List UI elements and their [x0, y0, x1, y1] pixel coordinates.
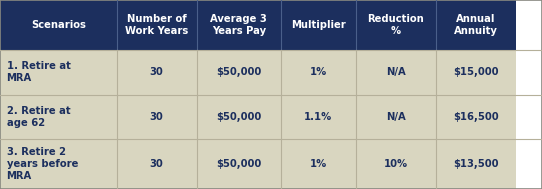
Bar	[356, 94, 436, 139]
Bar	[281, 139, 356, 189]
Text: $50,000: $50,000	[216, 159, 261, 169]
Text: 30: 30	[150, 159, 164, 169]
Text: Multiplier: Multiplier	[291, 20, 346, 30]
Text: $16,500: $16,500	[453, 112, 499, 122]
Text: 1%: 1%	[309, 159, 327, 169]
Bar	[117, 0, 197, 50]
Text: $50,000: $50,000	[216, 112, 261, 122]
Bar	[197, 50, 281, 94]
Text: N/A: N/A	[386, 67, 405, 77]
Bar	[117, 50, 197, 94]
Bar	[117, 139, 197, 189]
Text: Number of
Work Years: Number of Work Years	[125, 14, 188, 36]
Text: 3. Retire 2
years before
MRA: 3. Retire 2 years before MRA	[7, 146, 78, 181]
Bar	[0, 50, 117, 94]
Text: $15,000: $15,000	[453, 67, 499, 77]
Text: 2. Retire at
age 62: 2. Retire at age 62	[7, 105, 70, 128]
Text: N/A: N/A	[386, 112, 405, 122]
Bar	[281, 50, 356, 94]
Bar	[436, 50, 516, 94]
Text: $13,500: $13,500	[453, 159, 499, 169]
Text: 10%: 10%	[384, 159, 408, 169]
Bar	[356, 139, 436, 189]
Bar	[197, 94, 281, 139]
Bar	[436, 0, 516, 50]
Bar	[0, 139, 117, 189]
Bar	[436, 139, 516, 189]
Bar	[281, 94, 356, 139]
Bar	[117, 94, 197, 139]
Text: 30: 30	[150, 112, 164, 122]
Text: 1.1%: 1.1%	[304, 112, 332, 122]
Bar	[281, 0, 356, 50]
Text: 30: 30	[150, 67, 164, 77]
Text: Annual
Annuity: Annual Annuity	[454, 14, 498, 36]
Bar	[0, 0, 117, 50]
Bar	[197, 0, 281, 50]
Text: Scenarios: Scenarios	[31, 20, 86, 30]
Text: Reduction
%: Reduction %	[367, 14, 424, 36]
Text: 1. Retire at
MRA: 1. Retire at MRA	[7, 61, 70, 84]
Bar	[197, 139, 281, 189]
Bar	[356, 50, 436, 94]
Bar	[356, 0, 436, 50]
Text: 1%: 1%	[309, 67, 327, 77]
Bar	[0, 94, 117, 139]
Bar	[436, 94, 516, 139]
Text: $50,000: $50,000	[216, 67, 261, 77]
Text: Average 3
Years Pay: Average 3 Years Pay	[210, 14, 267, 36]
